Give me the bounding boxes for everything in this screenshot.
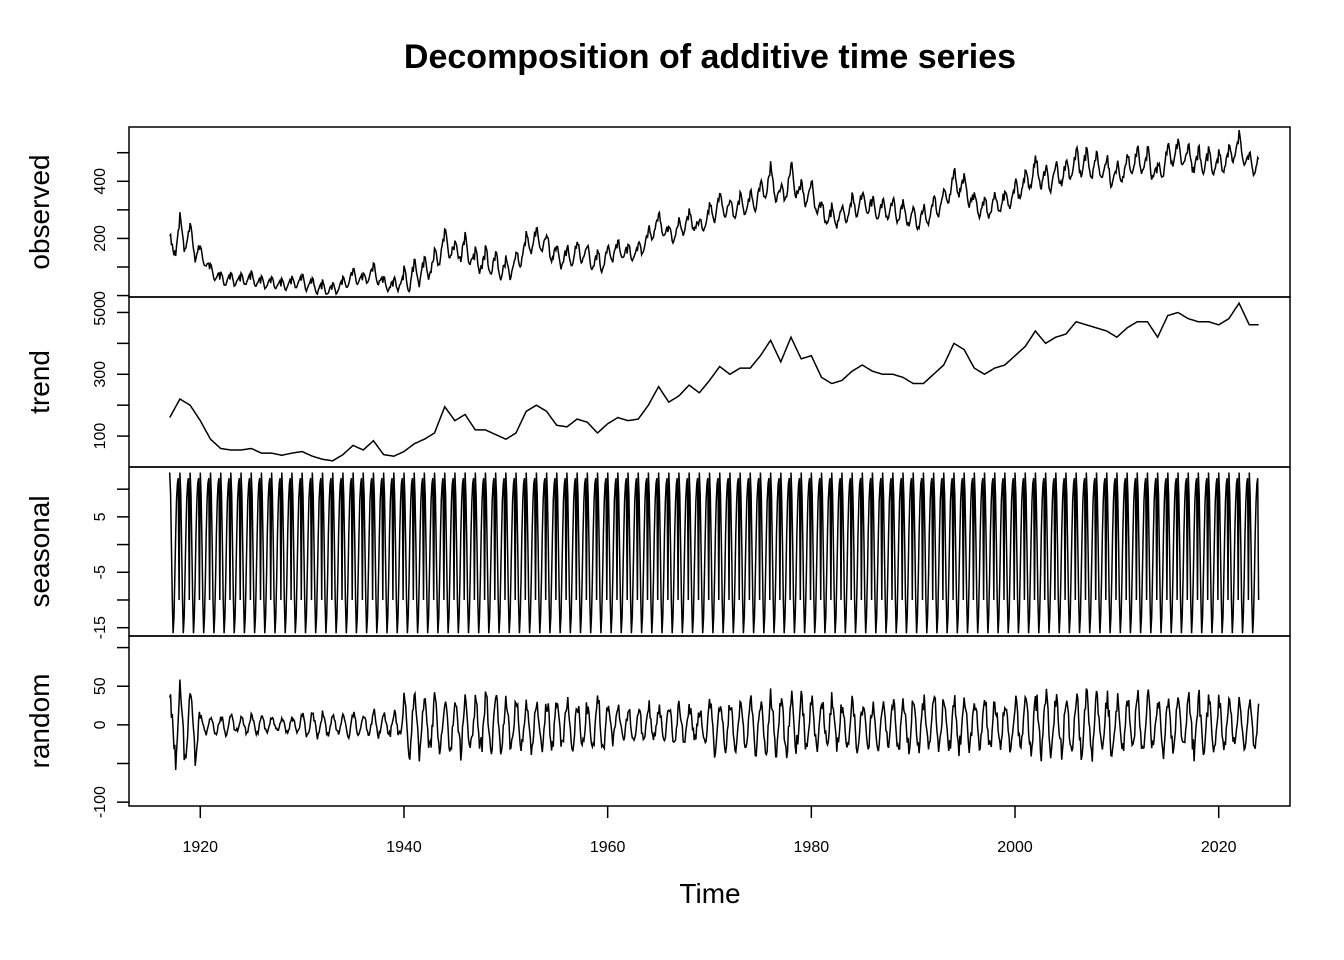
panel-seasonal: -15 -5 5 seasonal — [24, 466, 1291, 639]
y-tick-label: -5 — [92, 565, 109, 579]
random-line — [168, 679, 1260, 771]
y-tick-label: 100 — [92, 423, 109, 450]
observed-line — [169, 129, 1260, 296]
trend-line — [169, 301, 1259, 462]
x-tick-label: 2020 — [1201, 839, 1237, 856]
x-axis-label: Time — [679, 878, 740, 909]
y-tick-label: 500 — [92, 299, 109, 326]
y-tick-label: -100 — [92, 786, 109, 818]
panel-frame — [128, 296, 1291, 468]
x-tick-label: 1920 — [182, 839, 218, 856]
y-tick-label: 300 — [92, 361, 109, 388]
y-tick-label: 5 — [92, 512, 109, 521]
panel-trend: 100 300 500 trend — [24, 296, 1291, 468]
y-tick-label: -15 — [92, 616, 109, 639]
panel-random: -100 0 50 random — [24, 635, 1291, 818]
y-axis-label: observed — [24, 154, 55, 269]
y-axis-label: trend — [24, 350, 55, 414]
y-tick-label: 50 — [92, 677, 109, 695]
x-axis: 1920 1940 1960 1980 2000 2020 — [182, 806, 1237, 856]
y-tick-label: 0 — [92, 291, 109, 300]
y-tick-label: 400 — [92, 168, 109, 195]
chart-title: Decomposition of additive time series — [404, 38, 1016, 76]
x-tick-label: 1980 — [794, 839, 830, 856]
panel-frame — [128, 635, 1291, 807]
y-tick-label: 200 — [92, 225, 109, 252]
x-tick-label: 1960 — [590, 839, 626, 856]
x-tick-label: 1940 — [386, 839, 422, 856]
y-tick-label: 0 — [92, 720, 109, 729]
y-axis-label: random — [24, 674, 55, 769]
seasonal-line — [168, 472, 1260, 634]
x-tick-label: 2000 — [997, 839, 1033, 856]
y-axis-label: seasonal — [24, 495, 55, 607]
panel-observed: 0 200 400 observed — [24, 126, 1291, 300]
